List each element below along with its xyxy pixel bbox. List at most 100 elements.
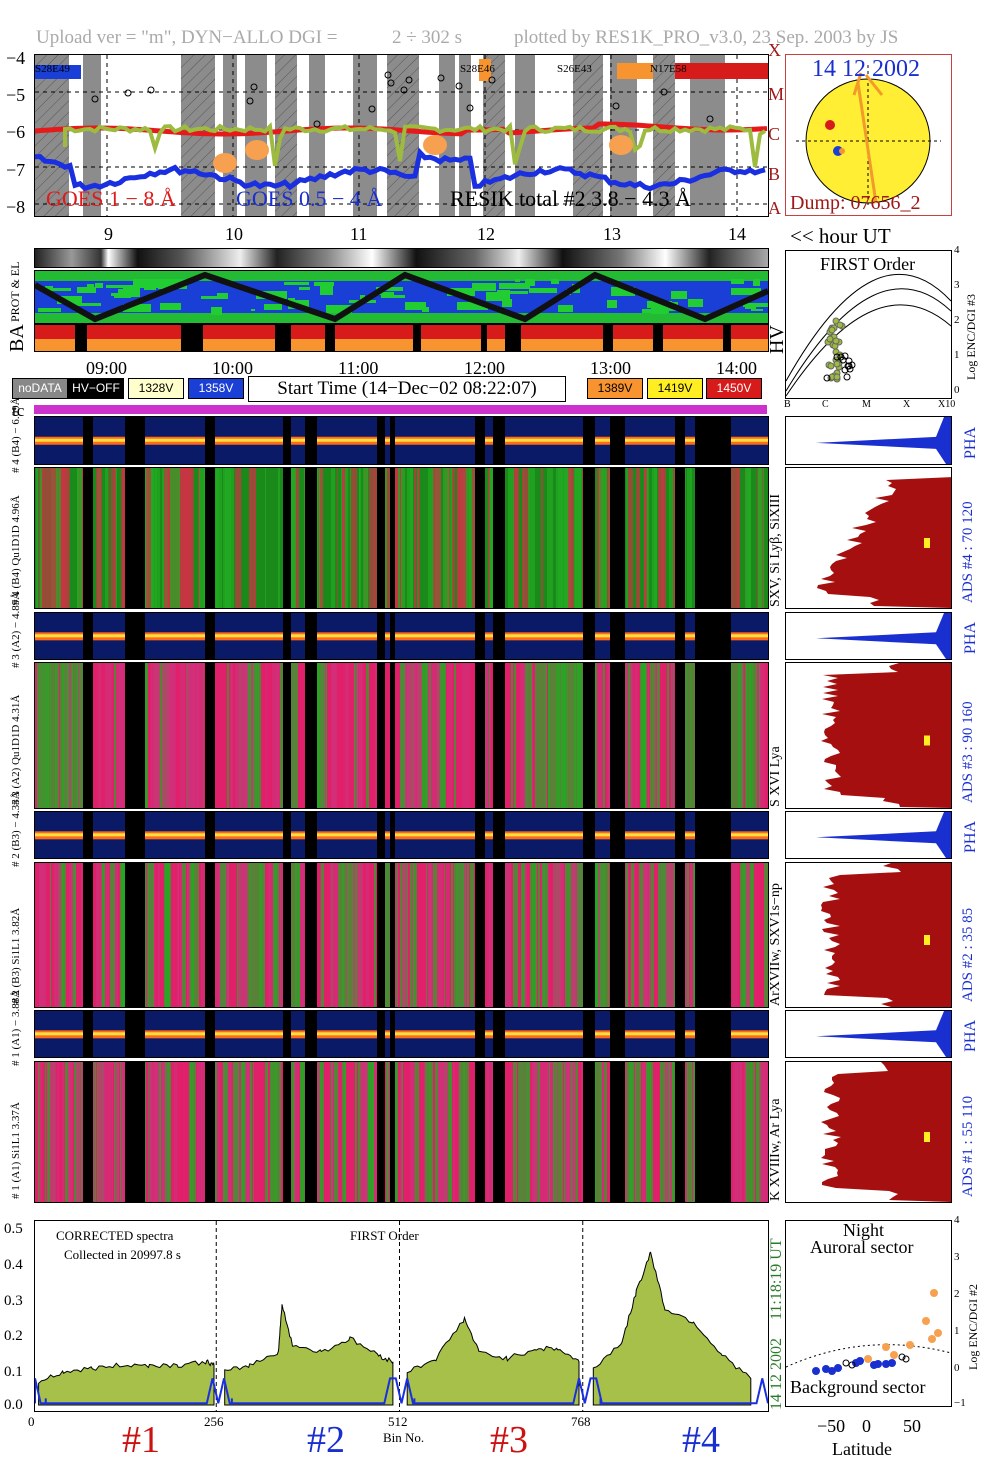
- ads-stripe: [658, 863, 659, 1007]
- pha-side-label: PHA: [962, 426, 979, 459]
- ads-stripe: [548, 663, 552, 808]
- ads-stripe: [300, 1062, 306, 1202]
- ads-stripe: [446, 863, 449, 1007]
- prot-patch: [160, 303, 181, 310]
- goes-short-label: GOES 0.5 − 4 Å: [236, 186, 383, 211]
- fo-xtick: X: [903, 399, 911, 410]
- orange-event: [245, 140, 269, 160]
- ads-gap: [305, 468, 317, 608]
- ads-stripe: [454, 663, 456, 808]
- ads-stripe: [467, 863, 469, 1007]
- pha-channel-label: # 3 (A2) − 4.89Å: [10, 591, 22, 668]
- ads-stripe: [402, 863, 407, 1007]
- ads-stripe: [511, 663, 513, 808]
- ads-stripe: [562, 468, 568, 608]
- orbit-point-open: [848, 1361, 856, 1369]
- ads-stripe: [428, 663, 430, 808]
- ads-stripe: [215, 1062, 217, 1202]
- ads-stripe: [342, 1062, 346, 1202]
- pha-gap: [610, 812, 625, 858]
- ads-stripe: [572, 1062, 576, 1202]
- ads-stripe: [110, 863, 115, 1007]
- ads-stripe: [299, 863, 306, 1007]
- hv-legend-hvoff: HV−OFF: [68, 378, 124, 399]
- pha-channel-label: # 2 (B3) − 4.33Å: [10, 791, 22, 867]
- pha-histogram-2: [785, 811, 952, 859]
- ads-stripe: [626, 663, 628, 808]
- ads-stripe: [154, 663, 160, 808]
- prot-patch: [607, 300, 617, 308]
- orbit-plot: [786, 1289, 951, 1375]
- ads-stripe: [487, 1062, 493, 1202]
- ads-stripe: [740, 1062, 742, 1202]
- fo-xtick: M: [862, 399, 871, 410]
- ads-stripe: [541, 468, 543, 608]
- ads-stripe: [114, 468, 116, 608]
- ads-stripe: [220, 863, 226, 1007]
- pha-histogram-1: [785, 1010, 952, 1058]
- pha-gap: [475, 613, 485, 659]
- fo-xtick: X10: [938, 399, 956, 410]
- time-label: 09:00: [86, 358, 128, 378]
- ads-stripe: [444, 863, 445, 1007]
- ads-stripe: [540, 1062, 544, 1202]
- goes-ytick: −7: [6, 160, 26, 180]
- ads-gap: [283, 468, 291, 608]
- ads-stripe: [732, 863, 738, 1007]
- hour-tick: 11: [350, 224, 368, 244]
- ads-stripe: [660, 1062, 661, 1202]
- spectrum-panel: [34, 1220, 769, 1412]
- sun-disk-panel: [785, 54, 952, 216]
- ads-stripe: [318, 468, 319, 608]
- ba-gap: [413, 325, 421, 351]
- scatter-point: [246, 97, 254, 105]
- pha-strip-1: [34, 1010, 769, 1058]
- prot-patch: [38, 308, 61, 312]
- spec-xtick: 256: [204, 1414, 224, 1429]
- ads-gap: [83, 663, 93, 808]
- first-order-ylabel: Log ENC/DGI #3: [964, 294, 978, 380]
- ads-stripe: [367, 663, 369, 808]
- pha-gap: [283, 812, 291, 858]
- ads-stripe: [414, 663, 418, 808]
- pha-gap: [377, 812, 385, 858]
- ads-stripe: [184, 468, 191, 608]
- prot-patch: [123, 288, 140, 297]
- ads-gap: [125, 663, 145, 808]
- hv-legend-1389: 1389V: [587, 378, 643, 399]
- scatter-point: [437, 74, 445, 82]
- spec-ytick: 0.2: [4, 1328, 23, 1344]
- prot-patch: [251, 309, 255, 311]
- spectrum-note-collected: Collected in 20997.8 s: [64, 1247, 181, 1262]
- ads-stripe: [230, 468, 234, 608]
- spec-xtick: 0: [28, 1414, 35, 1429]
- orbit-zigzag: [35, 271, 768, 323]
- fo-open-point: [823, 374, 831, 382]
- prot-patch: [217, 293, 223, 296]
- ba-gap: [325, 325, 335, 351]
- spec-ytick: 0.5: [4, 1221, 23, 1237]
- hour-tick: 10: [225, 224, 243, 244]
- ads-stripe: [413, 863, 417, 1007]
- ba-band: [35, 339, 768, 351]
- ads-stripe: [250, 1062, 252, 1202]
- data-gap-shade: [690, 55, 725, 216]
- pha-gap: [493, 1011, 505, 1057]
- ads-stripe: [146, 863, 147, 1007]
- pha-gap: [475, 812, 485, 858]
- prot-patch: [57, 296, 82, 304]
- ads-gap: [205, 863, 215, 1007]
- ads-stripe: [567, 663, 570, 808]
- ads-stripe: [764, 863, 768, 1007]
- pha-channel-label: # 4 (B4) − 6.09Å: [10, 397, 22, 473]
- spectrum-note-corrected: CORRECTED spectra: [56, 1228, 174, 1243]
- sun-dump: Dump: 07656_2: [790, 192, 921, 214]
- ads-stripe: [96, 468, 102, 608]
- orbit-background: Background sector: [790, 1377, 926, 1397]
- ads-histogram-1: [785, 1061, 952, 1203]
- ba-label: BA: [6, 324, 28, 352]
- ads-stripe: [671, 863, 674, 1007]
- first-order-plot: [786, 273, 951, 397]
- pha-gap: [377, 417, 385, 464]
- ads-stripe: [459, 468, 466, 608]
